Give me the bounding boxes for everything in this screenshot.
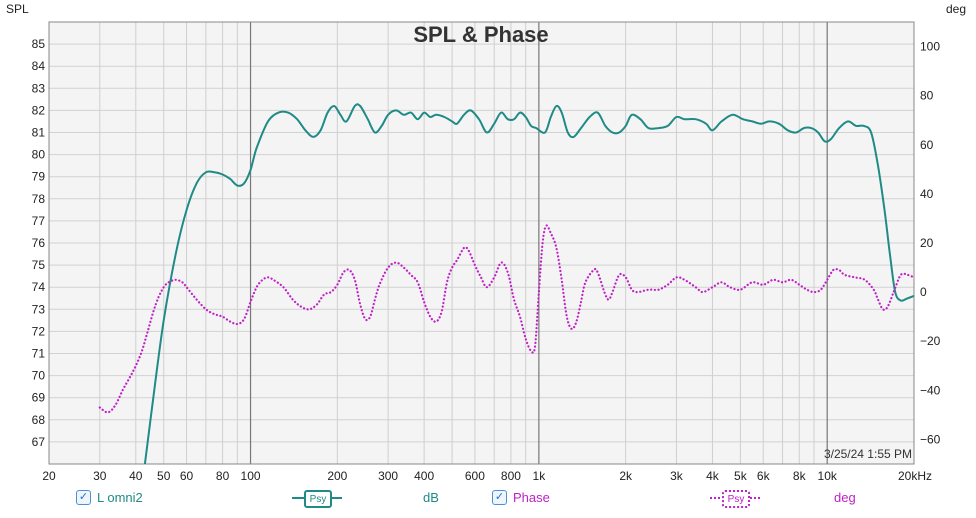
x-tick-label: 300 bbox=[378, 469, 398, 483]
left-tick-label: 82 bbox=[32, 103, 46, 117]
spl-phase-chart: 67 68 69 70 71 72 73 74 75 76 77 78 79 80 81 82 83 84 85 −… bbox=[6, 2, 966, 483]
legend-label-spl: L omni2 bbox=[97, 490, 143, 505]
legend-unit-spl: dB bbox=[423, 490, 439, 505]
x-tick-label: 10k bbox=[818, 469, 838, 483]
chart-title: SPL & Phase bbox=[413, 22, 548, 47]
left-tick-label: 77 bbox=[32, 214, 46, 228]
right-tick-label: 80 bbox=[920, 89, 934, 103]
phase-series-line bbox=[98, 224, 914, 414]
series-layer bbox=[98, 103, 914, 464]
x-tick-label: 50 bbox=[157, 469, 171, 483]
timestamp: 3/25/24 1:55 PM bbox=[824, 447, 912, 461]
x-tick-label: 8k bbox=[793, 469, 807, 483]
x-tick-label: 200 bbox=[327, 469, 347, 483]
x-tick-label: 3k bbox=[670, 469, 684, 483]
x-tick-label: 6k bbox=[757, 469, 771, 483]
spl-psy-badge: Psy bbox=[304, 490, 332, 508]
right-tick-label: −40 bbox=[920, 383, 941, 397]
x-tick-label: 20kHz bbox=[898, 469, 932, 483]
x-tick-label: 60 bbox=[180, 469, 194, 483]
x-tick-label: 100 bbox=[241, 469, 261, 483]
left-tick-label: 72 bbox=[32, 324, 46, 338]
phase-unit-label: deg bbox=[834, 490, 856, 505]
plot-border bbox=[48, 21, 915, 465]
x-tick-label: 800 bbox=[501, 469, 521, 483]
spl-series-line bbox=[143, 103, 914, 464]
grid bbox=[48, 21, 915, 465]
x-tick-label: 40 bbox=[129, 469, 143, 483]
left-tick-label: 85 bbox=[32, 37, 46, 51]
left-tick-label: 76 bbox=[32, 236, 46, 250]
legend-unit-phase: deg bbox=[834, 490, 856, 505]
left-tick-label: 83 bbox=[32, 81, 46, 95]
left-tick-label: 68 bbox=[32, 413, 46, 427]
x-tick-label: 4k bbox=[706, 469, 720, 483]
x-tick-label: 30 bbox=[93, 469, 107, 483]
left-tick-label: 78 bbox=[32, 192, 46, 206]
left-tick-label: 71 bbox=[32, 347, 46, 361]
left-tick-label: 70 bbox=[32, 369, 46, 383]
left-axis-title: SPL bbox=[6, 2, 29, 16]
right-tick-label: 100 bbox=[920, 40, 940, 54]
legend-label-phase: Phase bbox=[513, 490, 550, 505]
right-tick-label: 0 bbox=[920, 285, 927, 299]
spl-unit-label: dB bbox=[423, 490, 439, 505]
right-tick-label: 40 bbox=[920, 187, 934, 201]
x-tick-label: 1k bbox=[533, 469, 547, 483]
x-tick-label: 2k bbox=[619, 469, 633, 483]
legend-item-spl[interactable]: ✓ L omni2 bbox=[76, 490, 143, 505]
left-tick-label: 79 bbox=[32, 170, 46, 184]
phase-checkbox[interactable]: ✓ bbox=[492, 490, 507, 505]
left-tick-label: 84 bbox=[32, 59, 46, 73]
x-tick-label: 20 bbox=[42, 469, 56, 483]
x-axis-ticks: 20 30 40 50 60 80 100 200 300 400 600 800 1k 2k 3k 4k 5k… bbox=[42, 469, 932, 483]
x-tick-label: 80 bbox=[216, 469, 230, 483]
legend-item-phase[interactable]: ✓ Phase bbox=[492, 490, 550, 505]
left-tick-label: 67 bbox=[32, 435, 46, 449]
right-tick-label: 60 bbox=[920, 138, 934, 152]
phase-line-swatch[interactable]: Psy bbox=[710, 490, 760, 508]
x-tick-label: 600 bbox=[465, 469, 485, 483]
legend: ✓ L omni2 Psy dB ✓ Phase Psy deg bbox=[0, 486, 976, 514]
left-tick-label: 73 bbox=[32, 302, 46, 316]
left-axis-ticks: 67 68 69 70 71 72 73 74 75 76 77 78 79 80 81 82 83 84 85 bbox=[32, 37, 46, 449]
phase-psy-badge: Psy bbox=[722, 490, 750, 508]
left-tick-label: 75 bbox=[32, 258, 46, 272]
left-tick-label: 80 bbox=[32, 148, 46, 162]
spl-checkbox[interactable]: ✓ bbox=[76, 490, 91, 505]
right-axis-ticks: −60 −40 −20 0 20 40 60 80 100 bbox=[920, 40, 941, 447]
left-tick-label: 74 bbox=[32, 280, 46, 294]
x-tick-label: 400 bbox=[414, 469, 434, 483]
right-axis-title: deg bbox=[946, 2, 966, 16]
left-tick-label: 69 bbox=[32, 391, 46, 405]
right-tick-label: 20 bbox=[920, 236, 934, 250]
spl-line-swatch[interactable]: Psy bbox=[292, 490, 342, 508]
x-tick-label: 5k bbox=[734, 469, 748, 483]
right-tick-label: −60 bbox=[920, 432, 941, 446]
left-tick-label: 81 bbox=[32, 126, 46, 140]
right-tick-label: −20 bbox=[920, 334, 941, 348]
